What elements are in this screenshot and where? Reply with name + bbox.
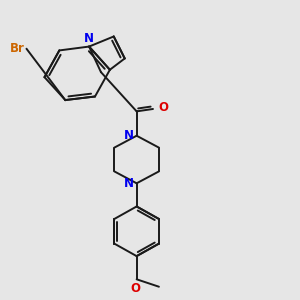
Text: N: N: [124, 177, 134, 190]
Text: N: N: [124, 129, 134, 142]
Text: N: N: [84, 32, 94, 45]
Text: O: O: [130, 282, 140, 295]
Text: O: O: [158, 101, 168, 114]
Text: Br: Br: [10, 42, 25, 56]
